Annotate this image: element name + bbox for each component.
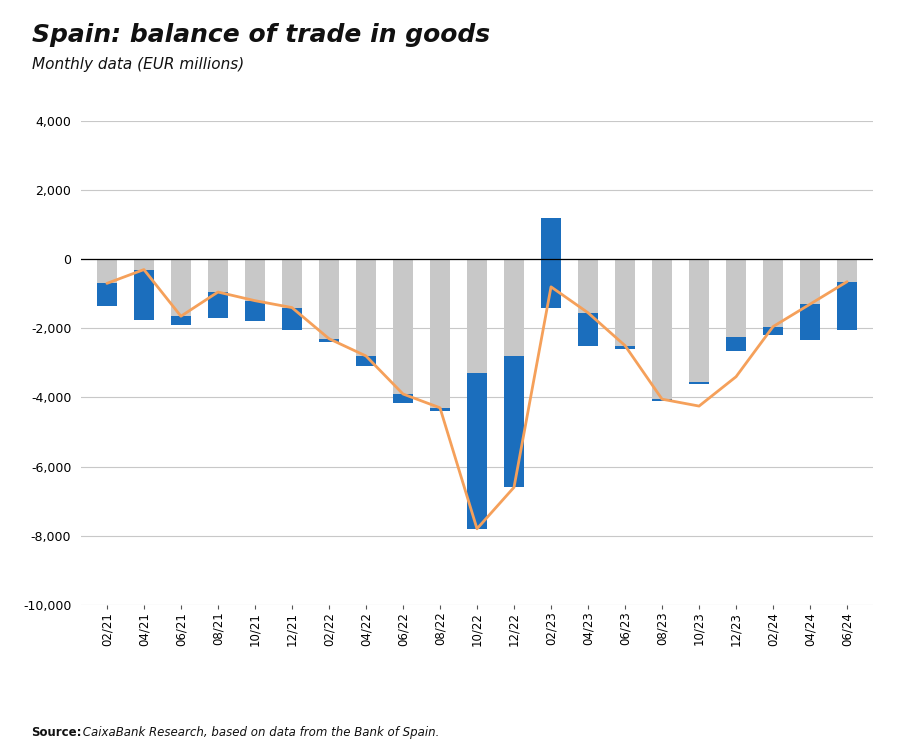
Text: Source:: Source: (32, 727, 82, 739)
Bar (392, 259, 413, 403)
Bar (392, 394, 413, 403)
Bar (578, 313, 599, 345)
Bar (319, 339, 339, 342)
Bar (763, 259, 783, 335)
Bar (356, 259, 376, 367)
Bar (688, 259, 709, 383)
Bar (688, 382, 709, 383)
Bar (726, 259, 746, 351)
Bar (356, 356, 376, 367)
Bar (652, 259, 672, 401)
Text: CaixaBank Research, based on data from the Bank of Spain.: CaixaBank Research, based on data from t… (79, 727, 439, 739)
Bar (541, 259, 562, 308)
Bar (430, 407, 450, 411)
Bar (245, 259, 266, 321)
Bar (726, 337, 746, 351)
Text: Spain: balance of trade in goods: Spain: balance of trade in goods (32, 23, 490, 47)
Bar (319, 259, 339, 342)
Bar (208, 259, 228, 318)
Bar (578, 259, 599, 345)
Bar (134, 259, 154, 320)
Bar (171, 316, 191, 325)
Bar (837, 259, 858, 330)
Text: Monthly data (EUR millions): Monthly data (EUR millions) (32, 57, 244, 72)
Bar (171, 259, 191, 325)
Bar (541, 218, 562, 308)
Bar (837, 282, 858, 330)
Bar (96, 259, 117, 306)
Bar (96, 284, 117, 306)
Bar (282, 259, 302, 330)
Bar (467, 373, 487, 528)
Bar (430, 259, 450, 411)
Bar (615, 259, 635, 349)
Bar (615, 345, 635, 349)
Bar (504, 259, 524, 356)
Bar (504, 356, 524, 488)
Bar (282, 308, 302, 330)
Bar (245, 301, 266, 321)
Bar (800, 259, 820, 340)
Bar (467, 259, 487, 373)
Bar (208, 292, 228, 318)
Bar (134, 270, 154, 320)
Bar (763, 327, 783, 335)
Bar (652, 399, 672, 401)
Bar (800, 304, 820, 340)
